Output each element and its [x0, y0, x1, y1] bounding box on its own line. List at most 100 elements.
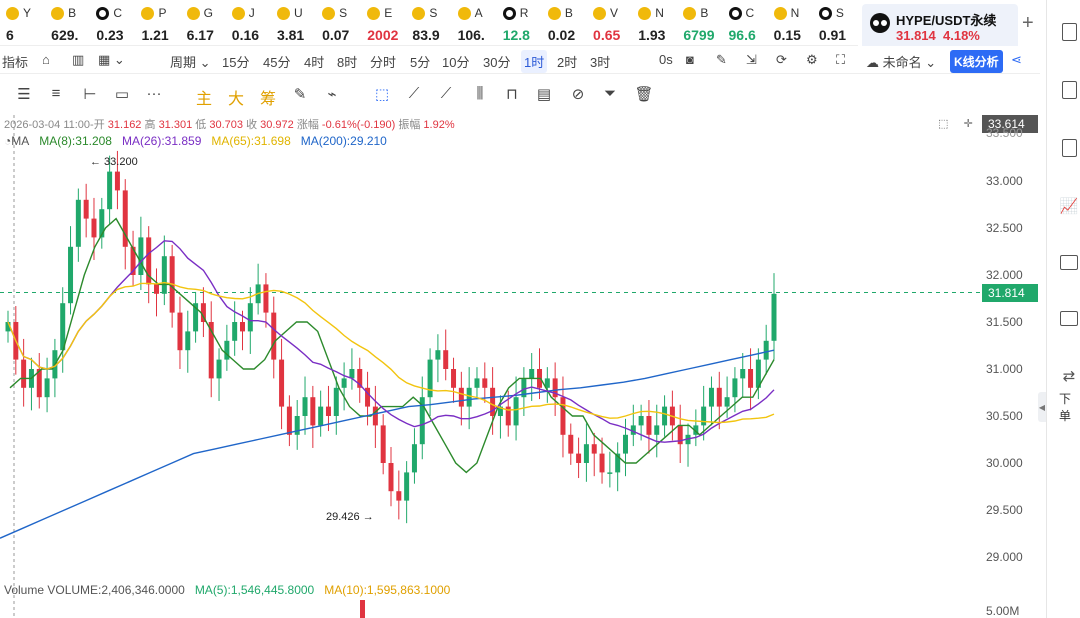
ticker-symbol: G — [203, 6, 213, 20]
interval-10m[interactable]: 10分 — [442, 55, 470, 70]
trend-line-icon[interactable]: ⟋ — [440, 85, 452, 102]
ma-legend-title[interactable]: ◔MA — [4, 134, 30, 148]
candle-body — [740, 369, 746, 379]
ticker-item[interactable]: A 106. — [452, 0, 497, 46]
ticker-item[interactable]: J 0.16 — [226, 0, 271, 46]
export-icon[interactable]: ⇲ — [746, 52, 757, 67]
cross-line-icon[interactable]: ⊢ — [83, 86, 97, 103]
order-icon[interactable]: ⇄ — [1062, 368, 1076, 385]
interval-30m[interactable]: 30分 — [483, 55, 511, 70]
seconds-toggle[interactable]: 0s — [659, 52, 673, 67]
interval-2h[interactable]: 2时 — [557, 55, 578, 70]
cursor-icon[interactable]: ⬚ — [374, 86, 390, 103]
more-icon[interactable]: ··· — [146, 85, 162, 102]
ruler-icon[interactable]: ⟋ — [408, 85, 420, 102]
interval-4h[interactable]: 4时 — [304, 55, 325, 70]
volume-value: Volume VOLUME:2,406,346.0000 — [4, 583, 185, 597]
ticker-item[interactable]: E 2002 — [361, 0, 406, 46]
growth-chart-icon[interactable]: 📈 — [1059, 198, 1079, 215]
price-chart[interactable] — [0, 0, 1040, 618]
ticker-item[interactable]: N 0.15 — [768, 0, 813, 46]
candle-tool-icon[interactable]: ⫼ — [476, 85, 484, 102]
ticker-item[interactable]: P 1.21 — [135, 0, 180, 46]
interval-timeline[interactable]: 分时 — [370, 55, 397, 70]
note-icon[interactable]: ▤ — [536, 86, 552, 103]
horizontal-lines-icon[interactable]: ☰ — [17, 86, 31, 103]
ticker-item[interactable]: S 0.91 — [813, 0, 858, 46]
interval-5m[interactable]: 5分 — [410, 55, 431, 70]
sync-icon[interactable]: ⟳ — [776, 52, 787, 67]
ticker-item[interactable]: C 0.23 — [90, 0, 135, 46]
ticker-item[interactable]: U 3.81 — [271, 0, 316, 46]
pencil-icon[interactable]: ✎ — [716, 52, 727, 67]
ticker-value: 0.02 — [547, 27, 576, 43]
coin-icon — [457, 6, 471, 20]
interval-45m[interactable]: 45分 — [263, 55, 291, 70]
main-chart-toggle[interactable]: 主 — [195, 91, 212, 108]
ticker-symbol: B — [564, 6, 573, 20]
etf-icon[interactable] — [1059, 308, 1079, 328]
rectangle-icon[interactable]: ▭ — [114, 86, 130, 103]
ticker-item[interactable]: N 1.93 — [632, 0, 677, 46]
ticker-item[interactable]: B 6799 — [677, 0, 722, 46]
axis-label: 29.500 — [986, 503, 1023, 517]
camera-icon[interactable]: ◙ — [686, 52, 694, 67]
trash-icon[interactable]: 🗑 — [634, 86, 654, 103]
interval-3h[interactable]: 3时 — [590, 55, 611, 70]
coin-icon — [322, 6, 336, 20]
kline-analysis-button[interactable]: K线分析 — [950, 50, 1003, 73]
ticker-item[interactable]: B 629. — [45, 0, 90, 46]
interval-15m[interactable]: 15分 — [222, 55, 250, 70]
ticker-item[interactable]: S 83.9 — [406, 0, 451, 46]
collapse-sidebar-icon[interactable]: ◀ — [1038, 392, 1046, 422]
candle-body — [247, 303, 253, 332]
edit-icon[interactable]: ✎ — [293, 86, 307, 103]
brush-icon[interactable]: ⌁ — [327, 86, 337, 103]
layout-icon[interactable]: ▥ — [72, 52, 85, 67]
list-icon[interactable]: ≡ — [51, 85, 61, 102]
ticker-symbol: J — [248, 6, 255, 20]
ticker-item[interactable]: G 6.17 — [181, 0, 226, 46]
fullscreen-icon[interactable]: ⛶ — [836, 52, 846, 67]
bar-chart-icon[interactable] — [1059, 252, 1079, 272]
ticker-item[interactable]: S 0.07 — [316, 0, 361, 46]
ticker-item[interactable]: V 0.65 — [587, 0, 632, 46]
share-icon[interactable]: ⋖ — [1011, 52, 1022, 67]
panel-icon[interactable] — [1059, 22, 1079, 42]
add-tab-icon[interactable]: + — [1022, 12, 1034, 34]
candle-body — [638, 416, 644, 426]
candle-body — [748, 369, 754, 388]
candle-body — [216, 359, 222, 379]
ticker-item[interactable]: R 12.8 — [497, 0, 542, 46]
indicators-button[interactable]: 指标 — [2, 55, 29, 70]
candle-body — [505, 406, 511, 426]
settings-icon[interactable]: ⚙ — [806, 52, 818, 67]
period-menu[interactable]: 周期 ⌄ — [170, 55, 211, 70]
candle-body — [583, 444, 589, 463]
big-order-toggle[interactable]: 大 — [227, 91, 244, 108]
chip-distribution-toggle[interactable]: 筹 — [259, 91, 276, 108]
ticker-item[interactable]: C 96.6 — [723, 0, 768, 46]
template-icon[interactable]: ⌂ — [42, 52, 50, 67]
ticker-item[interactable]: B 0.02 — [542, 0, 587, 46]
volume-axis-label: 5.00M — [986, 604, 1020, 618]
document-icon[interactable] — [1059, 80, 1079, 100]
order-label[interactable]: 下单 — [1059, 392, 1072, 423]
dollar-doc-icon[interactable] — [1059, 138, 1079, 158]
interval-8h[interactable]: 8时 — [337, 55, 358, 70]
ticker-value: 629. — [51, 27, 79, 43]
filter-icon[interactable]: ⏷ — [603, 85, 616, 102]
layout-name-menu[interactable]: ☁ 未命名 ⌄ — [866, 55, 937, 70]
crosshair-tools[interactable]: ⬚ ✛ — [938, 118, 973, 130]
axis-label: 29.000 — [986, 550, 1023, 564]
interval-1h[interactable]: 1时 — [521, 50, 548, 73]
candle-body — [662, 406, 668, 426]
candle-body — [333, 387, 339, 416]
multi-chart-icon[interactable]: ▦ ⌄ — [98, 52, 125, 67]
lock-icon[interactable]: ⊓ — [506, 86, 518, 103]
magnet-icon[interactable]: ⊘ — [571, 86, 585, 103]
candle-body — [482, 378, 488, 388]
candle-body — [630, 425, 636, 435]
active-symbol-tab[interactable]: HYPE/USDT永续 31.814 4.18% — [862, 4, 1018, 46]
